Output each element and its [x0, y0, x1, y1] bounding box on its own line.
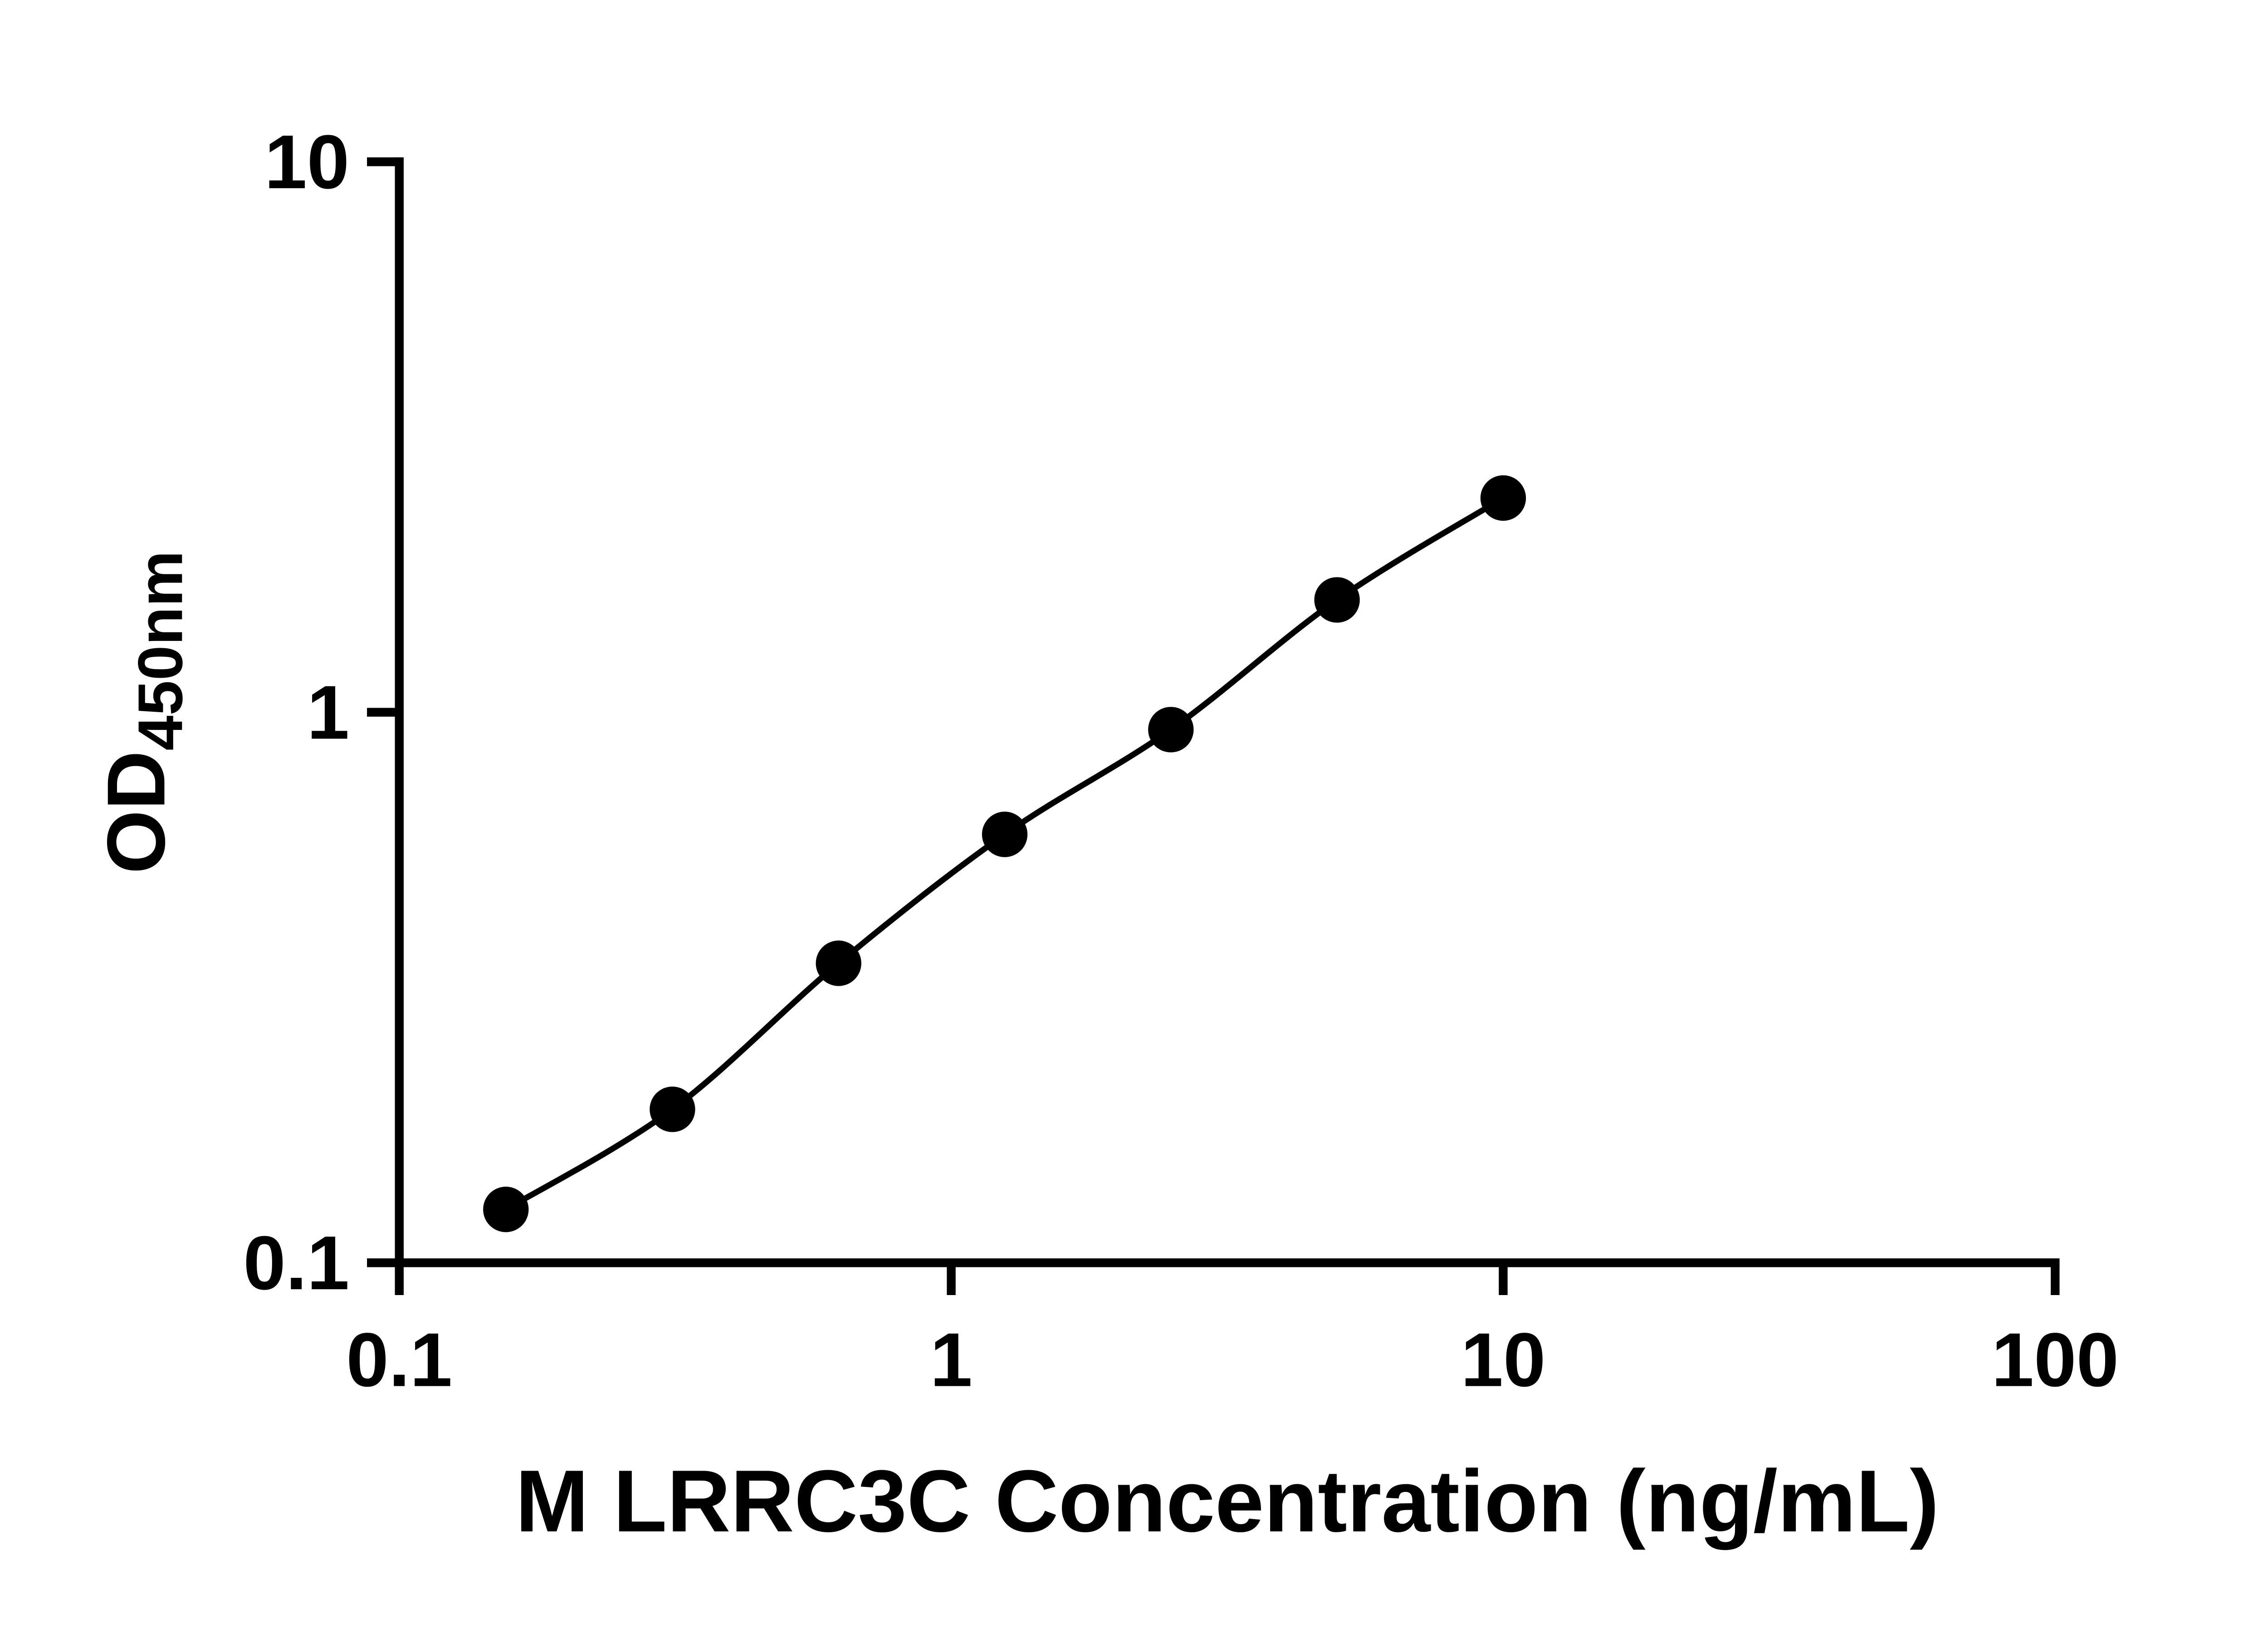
- data-point: [1480, 475, 1526, 521]
- x-tick-label: 0.1: [346, 1317, 452, 1403]
- y-tick-label: 0.1: [243, 1220, 349, 1305]
- y-tick-label: 1: [307, 670, 350, 755]
- data-point: [1314, 577, 1360, 623]
- axis-tick-labels: 0.1 1 10 100 0.1 1 10: [243, 119, 2119, 1403]
- x-tick-label: 10: [1461, 1317, 1545, 1403]
- axis-frame: [395, 157, 2060, 1267]
- axis-titles: M LRRC3C Concentration (ng/mL) OD450nm: [90, 551, 1939, 1550]
- data-point: [1148, 707, 1194, 753]
- x-tick-label: 1: [930, 1317, 973, 1403]
- data-point: [650, 1086, 695, 1132]
- x-axis-title: M LRRC3C Concentration (ng/mL): [515, 1452, 1939, 1550]
- data-point: [816, 940, 861, 986]
- plot-axes: [395, 157, 2060, 1267]
- data-point: [483, 1187, 529, 1232]
- x-tick-label: 100: [1991, 1317, 2119, 1403]
- series-markers: [483, 475, 1526, 1232]
- y-tick-label: 10: [264, 119, 349, 205]
- y-axis-title: OD450nm: [90, 551, 196, 874]
- data-point: [982, 812, 1028, 857]
- axis-ticks: [367, 157, 2060, 1296]
